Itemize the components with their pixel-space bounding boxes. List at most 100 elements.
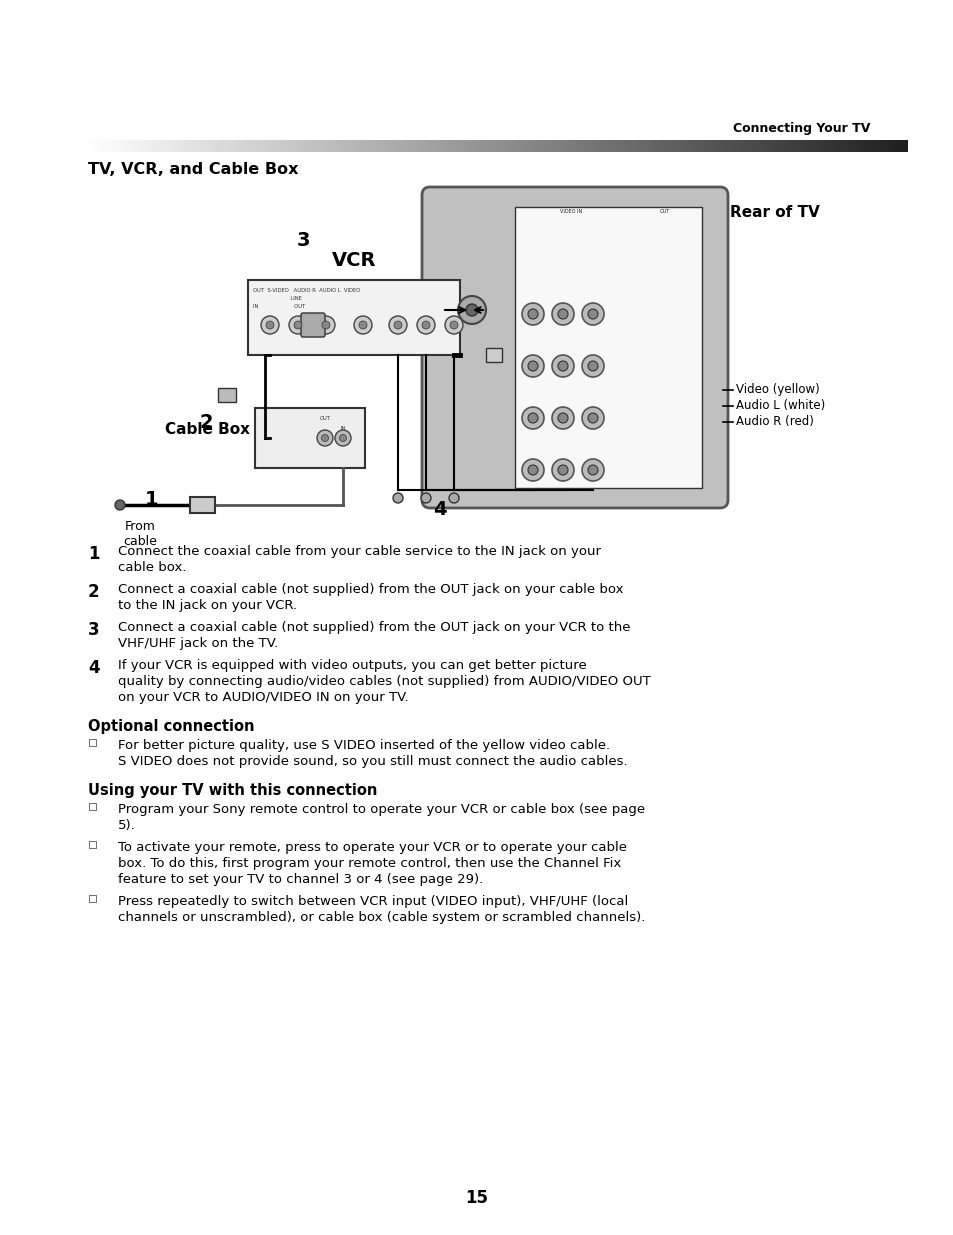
Bar bbox=[540, 140, 541, 152]
Bar bbox=[772, 140, 773, 152]
Bar bbox=[242, 140, 243, 152]
Bar bbox=[687, 140, 688, 152]
Bar bbox=[354, 140, 355, 152]
Bar bbox=[891, 140, 892, 152]
Bar bbox=[626, 140, 627, 152]
Bar bbox=[865, 140, 866, 152]
Bar bbox=[139, 140, 140, 152]
Bar bbox=[726, 140, 727, 152]
Bar bbox=[581, 140, 582, 152]
Bar bbox=[158, 140, 159, 152]
Bar bbox=[373, 140, 374, 152]
Bar bbox=[770, 140, 771, 152]
Bar bbox=[107, 140, 108, 152]
Bar bbox=[634, 140, 635, 152]
Bar bbox=[619, 140, 620, 152]
Bar bbox=[428, 140, 429, 152]
Bar bbox=[563, 140, 564, 152]
Bar bbox=[827, 140, 828, 152]
Bar bbox=[116, 140, 117, 152]
Bar bbox=[210, 140, 211, 152]
Bar bbox=[746, 140, 747, 152]
Bar bbox=[400, 140, 401, 152]
Bar bbox=[544, 140, 545, 152]
Bar bbox=[171, 140, 172, 152]
Bar bbox=[288, 140, 289, 152]
Bar bbox=[505, 140, 506, 152]
Bar bbox=[526, 140, 527, 152]
Bar bbox=[711, 140, 712, 152]
Bar bbox=[506, 140, 507, 152]
Bar bbox=[281, 140, 282, 152]
Bar bbox=[879, 140, 880, 152]
Bar bbox=[183, 140, 184, 152]
Bar bbox=[441, 140, 442, 152]
Bar bbox=[852, 140, 853, 152]
Bar bbox=[129, 140, 130, 152]
Bar bbox=[201, 140, 202, 152]
Bar bbox=[89, 140, 90, 152]
Bar bbox=[165, 140, 166, 152]
Bar bbox=[889, 140, 890, 152]
Bar bbox=[254, 408, 365, 468]
Bar bbox=[723, 140, 724, 152]
Bar bbox=[759, 140, 760, 152]
Bar bbox=[543, 140, 544, 152]
Bar bbox=[101, 140, 102, 152]
Bar bbox=[351, 140, 352, 152]
Bar bbox=[241, 140, 242, 152]
Bar bbox=[691, 140, 692, 152]
Bar bbox=[117, 140, 118, 152]
Bar bbox=[270, 140, 271, 152]
Bar bbox=[121, 140, 122, 152]
Bar bbox=[96, 140, 97, 152]
Bar bbox=[177, 140, 178, 152]
Bar bbox=[712, 140, 713, 152]
Bar bbox=[842, 140, 843, 152]
Bar bbox=[213, 140, 214, 152]
Text: Using your TV with this connection: Using your TV with this connection bbox=[88, 783, 377, 798]
Bar bbox=[163, 140, 164, 152]
Bar bbox=[892, 140, 893, 152]
Bar bbox=[854, 140, 855, 152]
Bar bbox=[832, 140, 833, 152]
Bar bbox=[809, 140, 810, 152]
Circle shape bbox=[444, 316, 462, 333]
Bar bbox=[206, 140, 207, 152]
Bar bbox=[513, 140, 514, 152]
Bar bbox=[142, 140, 143, 152]
Bar bbox=[275, 140, 276, 152]
Bar bbox=[866, 140, 867, 152]
Bar bbox=[773, 140, 774, 152]
Bar bbox=[672, 140, 673, 152]
Bar bbox=[326, 140, 327, 152]
Text: Connecting Your TV: Connecting Your TV bbox=[732, 122, 869, 135]
Bar bbox=[727, 140, 728, 152]
Bar bbox=[534, 140, 535, 152]
Bar bbox=[870, 140, 871, 152]
Text: cable box.: cable box. bbox=[118, 561, 186, 574]
Bar bbox=[436, 140, 437, 152]
Bar bbox=[709, 140, 710, 152]
Bar bbox=[348, 140, 349, 152]
Bar bbox=[482, 140, 483, 152]
Bar bbox=[893, 140, 894, 152]
Bar bbox=[140, 140, 141, 152]
Bar bbox=[741, 140, 742, 152]
Bar bbox=[147, 140, 148, 152]
Bar bbox=[504, 140, 505, 152]
Bar bbox=[449, 140, 450, 152]
Bar bbox=[357, 140, 358, 152]
Bar bbox=[153, 140, 154, 152]
Bar bbox=[903, 140, 904, 152]
Bar bbox=[385, 140, 386, 152]
Bar bbox=[382, 140, 384, 152]
Bar bbox=[702, 140, 703, 152]
Bar bbox=[200, 140, 201, 152]
Bar bbox=[701, 140, 702, 152]
Bar bbox=[880, 140, 882, 152]
Bar bbox=[390, 140, 391, 152]
Bar bbox=[401, 140, 402, 152]
Bar bbox=[577, 140, 578, 152]
Bar bbox=[524, 140, 525, 152]
